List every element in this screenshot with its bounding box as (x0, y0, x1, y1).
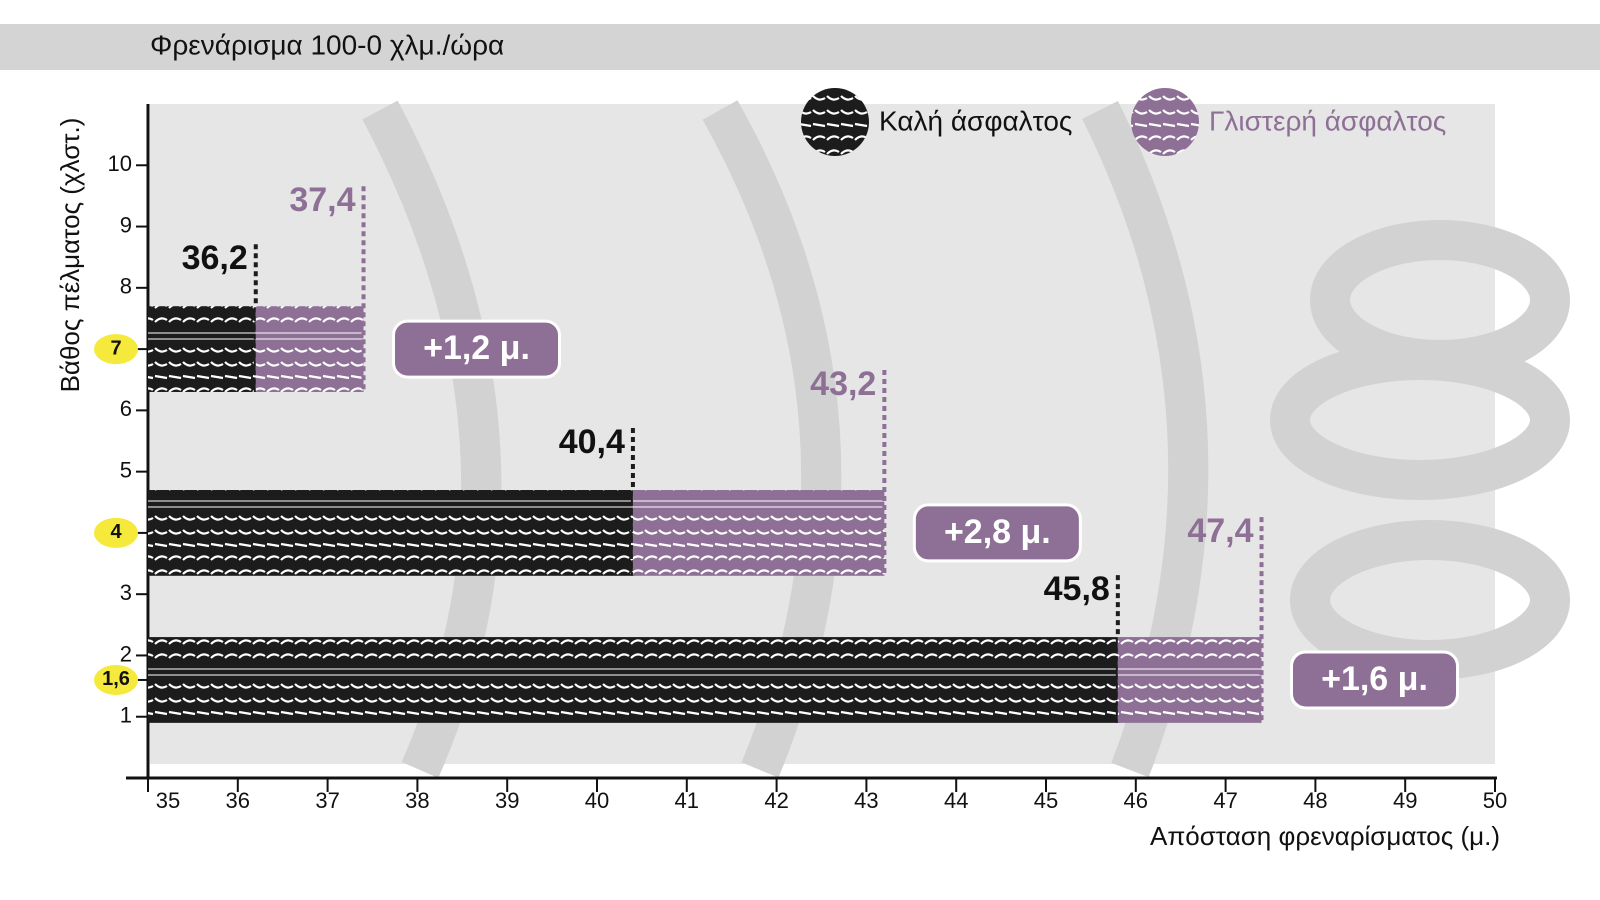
x-tick-label: 37 (315, 788, 339, 813)
difference-label: +2,8 μ. (944, 513, 1051, 551)
x-tick-label: 49 (1393, 788, 1417, 813)
difference-label: +1,6 μ. (1321, 660, 1428, 698)
difference-badge (1290, 650, 1460, 710)
value-label: 40,4 (559, 423, 625, 461)
x-tick-label: 48 (1303, 788, 1327, 813)
x-axis-label: Απόσταση φρεναρίσματος (μ.) (1150, 821, 1500, 851)
value-label: 43,2 (810, 365, 876, 403)
legend-label: Καλή άσφαλτος (879, 105, 1072, 136)
x-tick-label: 41 (675, 788, 699, 813)
y-tick-label: 1 (120, 703, 132, 728)
legend-label: Γλιστερή άσφαλτος (1209, 105, 1446, 136)
y-category-highlight (94, 664, 138, 695)
y-category-label: 1,6 (102, 668, 130, 690)
value-label: 45,8 (1044, 570, 1110, 608)
x-tick-label: 50 (1483, 788, 1507, 813)
bar (255, 306, 364, 392)
x-tick-label: 35 (156, 788, 180, 813)
legend-swatch (1131, 88, 1199, 156)
y-tick-label: 2 (120, 641, 132, 666)
difference-badge (912, 503, 1082, 563)
value-label: 47,4 (1187, 512, 1253, 550)
x-tick-label: 47 (1213, 788, 1237, 813)
x-tick-label: 45 (1034, 788, 1058, 813)
x-tick-label: 43 (854, 788, 878, 813)
y-tick-label: 9 (120, 212, 132, 237)
x-tick-label: 36 (226, 788, 250, 813)
chart-title: Φρενάρισμα 100-0 χλμ./ώρα (150, 29, 504, 60)
difference-label: +1,2 μ. (423, 329, 530, 367)
bar (148, 637, 1118, 723)
x-tick-label: 46 (1124, 788, 1148, 813)
y-tick-label: 5 (120, 457, 132, 482)
y-category-label: 7 (110, 337, 121, 359)
y-tick-label: 8 (120, 274, 132, 299)
x-tick-label: 42 (764, 788, 788, 813)
value-label: 36,2 (182, 239, 248, 277)
y-category-highlight (94, 517, 138, 548)
bar (148, 306, 256, 392)
x-tick-label: 44 (944, 788, 968, 813)
difference-badge (392, 319, 562, 379)
legend-swatch (801, 88, 869, 156)
y-tick-label: 6 (120, 396, 132, 421)
y-tick-label: 3 (120, 580, 132, 605)
y-category-highlight (94, 334, 138, 365)
y-tick-label: 10 (108, 151, 132, 176)
value-label: 37,4 (289, 181, 355, 219)
y-axis-label: Βάθος πέλματος (χλστ.) (55, 118, 85, 393)
y-category-label: 4 (110, 521, 122, 543)
title-band (0, 24, 1600, 70)
bar (1117, 637, 1262, 723)
x-tick-label: 38 (405, 788, 429, 813)
bar (632, 490, 885, 576)
bar (148, 490, 633, 576)
x-tick-label: 39 (495, 788, 519, 813)
x-tick-label: 40 (585, 788, 609, 813)
